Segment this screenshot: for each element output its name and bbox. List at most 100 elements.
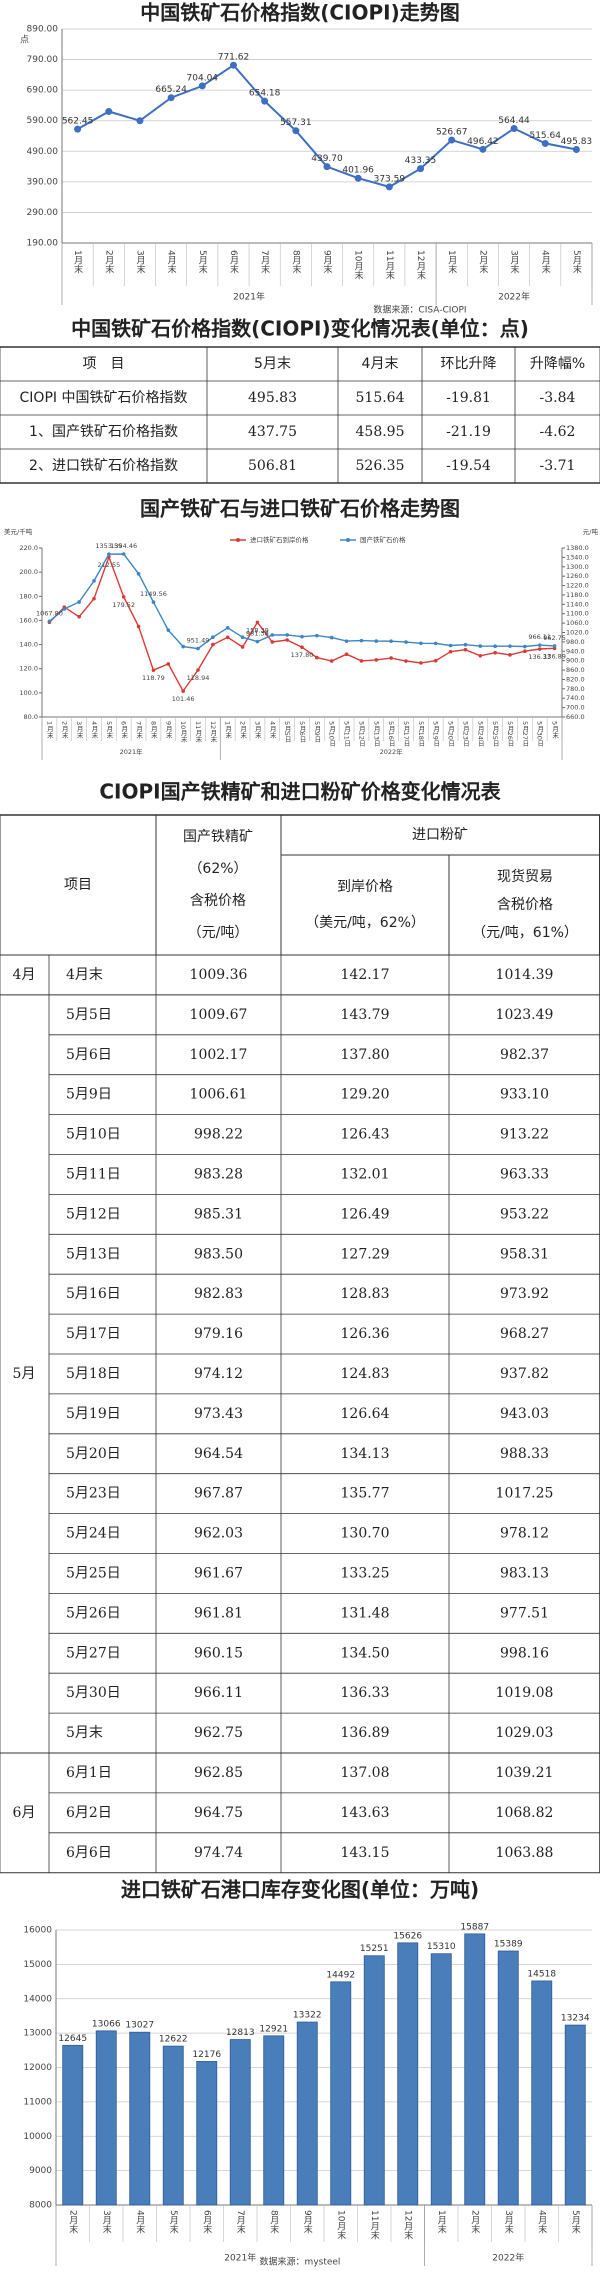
point bbox=[359, 638, 364, 643]
bar bbox=[464, 1933, 486, 2206]
table-cell: 129.20 bbox=[341, 1087, 390, 1103]
point bbox=[136, 117, 144, 125]
value-label: 981.38 bbox=[246, 630, 269, 638]
value-label: 15626 bbox=[393, 1931, 422, 1941]
x-tick-label: 2月末 bbox=[67, 2210, 78, 2235]
x-group-label: 2021年 bbox=[233, 291, 265, 303]
y-tick-label: 390.00 bbox=[27, 177, 59, 187]
table-cell: 974.74 bbox=[194, 1845, 243, 1861]
x-tick-label: 2月末 bbox=[239, 721, 247, 739]
table-cell: 2、进口铁矿石价格指数 bbox=[29, 458, 178, 474]
value-label: 118.94 bbox=[187, 674, 210, 682]
table-cell: 124.83 bbox=[341, 1366, 390, 1382]
point bbox=[493, 644, 497, 648]
table-cell: -19.54 bbox=[446, 458, 491, 474]
point bbox=[270, 640, 275, 644]
x-tick-label: 10月末 bbox=[335, 2210, 346, 2240]
table-header: 5月末 bbox=[254, 356, 291, 372]
table-cell: 437.75 bbox=[248, 424, 297, 440]
x-tick-label: 8月末 bbox=[268, 2210, 279, 2235]
point bbox=[329, 659, 334, 663]
table-cell: 6月6日 bbox=[66, 1845, 112, 1861]
value-label: 962.75 bbox=[543, 634, 566, 642]
value-label: 771.62 bbox=[218, 53, 250, 63]
point bbox=[404, 659, 408, 663]
table-cell: 983.50 bbox=[194, 1246, 243, 1262]
table-cell: 983.13 bbox=[500, 1565, 549, 1581]
point bbox=[196, 646, 200, 651]
point bbox=[537, 643, 542, 647]
point bbox=[374, 658, 379, 662]
table-header: 含税价格 bbox=[190, 893, 246, 909]
y2-tick-label: 1020.0 bbox=[566, 629, 589, 637]
legend-label: 国产铁矿石价格 bbox=[360, 535, 406, 544]
x-tick-label: 5月18日 bbox=[417, 721, 425, 748]
table-cell: 143.79 bbox=[341, 1007, 390, 1023]
y2-tick-label: 1380.0 bbox=[566, 544, 589, 552]
chart-title: 中国铁矿石价格指数(CIOPI)走势图 bbox=[140, 1, 460, 25]
point bbox=[493, 650, 497, 655]
table-cell: 1002.17 bbox=[190, 1047, 248, 1063]
point bbox=[229, 61, 237, 69]
y-tick-label: 790.00 bbox=[27, 55, 59, 65]
table-header: 现货贸易 bbox=[497, 868, 553, 885]
table-cell: 143.15 bbox=[341, 1845, 390, 1861]
value-label: 12176 bbox=[192, 2050, 221, 2060]
table-cell: 974.12 bbox=[194, 1366, 243, 1382]
table-header: 进口粉矿 bbox=[412, 827, 468, 843]
table-cell: 966.11 bbox=[194, 1685, 243, 1701]
point bbox=[255, 620, 260, 625]
point bbox=[374, 639, 379, 643]
table-cell: 943.03 bbox=[500, 1406, 549, 1422]
point bbox=[151, 668, 156, 672]
y-tick-label: 13000 bbox=[23, 2029, 52, 2039]
table-cell: 1063.88 bbox=[496, 1845, 554, 1861]
table-header: （62%） bbox=[188, 861, 247, 877]
point bbox=[572, 146, 580, 154]
bar bbox=[62, 2044, 84, 2206]
table-header: 到岸价格 bbox=[337, 879, 393, 895]
x-tick-label: 3月末 bbox=[101, 2210, 112, 2235]
x-tick-label: 5月16日 bbox=[387, 721, 395, 748]
point bbox=[300, 645, 304, 650]
table-header: （元/吨，61%） bbox=[472, 925, 578, 941]
point bbox=[255, 639, 260, 644]
x-tick-label: 5月24日 bbox=[476, 721, 484, 748]
y2-tick-label: 820.0 bbox=[566, 675, 585, 683]
table-cell: 967.87 bbox=[194, 1486, 243, 1502]
y-tick-label: 590.00 bbox=[27, 116, 59, 126]
value-label: 15389 bbox=[494, 1940, 523, 1950]
series-line bbox=[48, 554, 555, 693]
x-tick-label: 3月末 bbox=[503, 2210, 514, 2235]
point bbox=[389, 656, 393, 660]
point bbox=[478, 644, 483, 648]
point bbox=[107, 552, 111, 556]
x-tick-label: 6月末 bbox=[201, 2210, 212, 2235]
point bbox=[508, 653, 512, 657]
bar bbox=[397, 1942, 419, 2206]
point bbox=[92, 596, 96, 601]
table-cell: 982.37 bbox=[500, 1047, 549, 1063]
table-header: 升降幅% bbox=[530, 356, 585, 372]
bar bbox=[330, 1981, 352, 2206]
x-tick-label: 2月末 bbox=[103, 250, 114, 275]
y-tick-label: 12000 bbox=[23, 2063, 52, 2073]
table-cell: 5月17日 bbox=[66, 1326, 121, 1342]
point bbox=[167, 94, 175, 102]
x-tick-label: 5月11日 bbox=[343, 721, 351, 748]
bar bbox=[531, 1980, 553, 2206]
x-tick-label: 5月20日 bbox=[447, 721, 455, 748]
x-tick-label: 2月末 bbox=[477, 250, 488, 275]
x-tick-label: 4月末 bbox=[90, 721, 98, 739]
table-cell: 5月18日 bbox=[66, 1366, 121, 1382]
x-tick-label: 9月末 bbox=[302, 2210, 313, 2235]
table-header: 项 目 bbox=[83, 356, 125, 372]
point bbox=[261, 97, 269, 105]
point bbox=[541, 139, 549, 147]
x-tick-label: 3月末 bbox=[75, 721, 83, 739]
table-cell: 126.43 bbox=[341, 1127, 390, 1143]
value-label: 951.49 bbox=[187, 637, 210, 645]
table-cell: 962.85 bbox=[194, 1765, 243, 1781]
y-tick-label: 100.0 bbox=[19, 689, 38, 697]
point bbox=[448, 136, 456, 144]
